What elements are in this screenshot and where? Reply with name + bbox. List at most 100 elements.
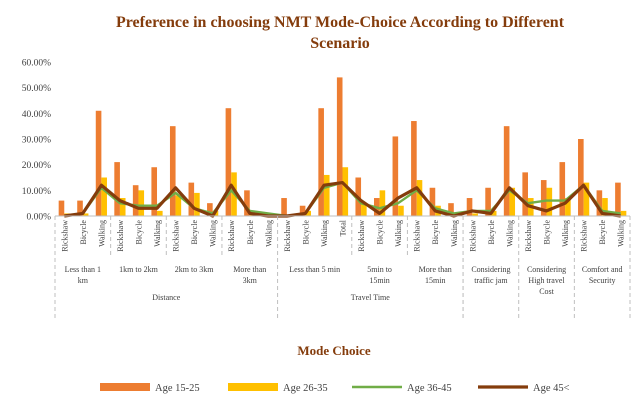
category-label: Walking: [561, 220, 570, 247]
category-label: Walking: [505, 220, 514, 247]
x-axis: Rickshaw Bicycle Walking Rickshaw Bicycle Wal…: [54, 215, 631, 318]
legend-label: Age 26-35: [283, 383, 328, 394]
bar-age-26-35: [472, 213, 478, 216]
category-label: Rickshaw: [116, 220, 125, 252]
bar-age-26-35: [342, 167, 349, 216]
category-label: Rickshaw: [60, 220, 69, 252]
category-label: Rickshaw: [468, 220, 477, 252]
category-label: Rickshaw: [283, 220, 292, 252]
bar-age-15-25: [151, 167, 158, 216]
category-label: Bicycle: [431, 220, 440, 245]
bar-age-15-25: [522, 172, 528, 216]
category-label: Walking: [264, 220, 273, 247]
y-tick-label: 10.00%: [22, 187, 51, 197]
subgroup-label: More than 15min: [419, 265, 452, 285]
y-tick-label: 0.00%: [26, 213, 51, 223]
bar-age-15-25: [207, 203, 213, 216]
bar-age-15-25: [188, 182, 195, 216]
y-axis: 0.00% 10.00% 20.00% 30.00% 40.00% 50.00% 60.00…: [22, 59, 51, 223]
category-label: Rickshaw: [357, 220, 366, 252]
category-label: Bicycle: [376, 220, 385, 245]
bars: [58, 77, 627, 217]
category-label: Total: [339, 219, 348, 236]
category-label: Walking: [153, 220, 162, 247]
category-label: Rickshaw: [580, 220, 589, 252]
bar-age-26-35: [602, 198, 608, 216]
bar-age-15-25: [225, 108, 232, 216]
subgroup-label: Less than 1 km: [65, 265, 101, 285]
bar-age-15-25: [466, 198, 473, 216]
bar-age-26-35: [583, 182, 590, 216]
bar-age-26-35: [305, 210, 312, 216]
legend-label: Age 36-45: [407, 383, 452, 394]
category-label: Bicycle: [134, 220, 143, 245]
category-label: Bicycle: [246, 220, 255, 245]
bar-age-15-25: [448, 203, 454, 216]
category-label: Rickshaw: [227, 220, 236, 252]
legend-label: Age 15-25: [155, 383, 200, 394]
bar-age-26-35: [416, 180, 423, 216]
line-age-45-: [64, 181, 621, 218]
bar-age-26-35: [490, 210, 497, 216]
bar-age-26-35: [194, 192, 200, 216]
y-tick-label: 60.00%: [22, 59, 51, 69]
bar-age-26-35: [398, 205, 404, 216]
bar-age-15-25: [169, 126, 176, 216]
category-label: Rickshaw: [413, 220, 422, 252]
subgroup-label: 1km to 2km: [119, 265, 158, 274]
y-tick-label: 30.00%: [22, 136, 51, 146]
category-label: Walking: [450, 220, 459, 247]
group-label: Distance: [152, 293, 180, 302]
subgroup-label: Less than 5 min: [289, 265, 340, 274]
category-label: Rickshaw: [172, 220, 181, 252]
x-axis-title: Mode Choice: [297, 343, 371, 358]
y-tick-label: 50.00%: [22, 84, 51, 94]
bar-age-26-35: [509, 187, 516, 216]
category-label: Rickshaw: [524, 220, 533, 252]
category-label: Walking: [209, 220, 218, 247]
category-label: Bicycle: [543, 220, 552, 245]
category-label: Walking: [394, 220, 403, 247]
category-label: Walking: [97, 220, 106, 247]
bar-age-15-25: [132, 185, 139, 216]
bar-age-26-35: [175, 195, 182, 216]
bar-age-15-25: [578, 139, 584, 216]
bar-age-15-25: [318, 108, 324, 216]
bar-age-15-25: [485, 187, 491, 216]
category-label: Walking: [320, 220, 329, 247]
subgroup-label: Comfort and Security: [582, 265, 623, 285]
bar-age-26-35: [119, 198, 126, 216]
chart-title-line2: Scenario: [310, 35, 370, 52]
bar-age-26-35: [620, 210, 627, 216]
group-label: Travel Time: [351, 293, 391, 302]
bar-age-15-25: [559, 162, 566, 216]
bar-age-15-25: [615, 182, 621, 216]
bar-age-15-25: [299, 205, 306, 216]
bar-age-15-25: [336, 77, 343, 217]
y-tick-label: 40.00%: [22, 110, 51, 120]
bar-age-15-25: [503, 126, 510, 216]
subgroup-label: Considering traffic jam: [471, 265, 510, 285]
subgroup-label: Considering High travel Cost: [527, 265, 566, 296]
bar-age-15-25: [114, 162, 120, 216]
bar-age-26-35: [101, 177, 107, 216]
chart-title-line1: Preference in choosing NMT Mode-Choice A…: [116, 14, 565, 31]
legend-swatch: [228, 383, 278, 391]
category-label: Bicycle: [190, 220, 199, 245]
subgroup-label: 2km to 3km: [175, 265, 214, 274]
bar-age-15-25: [392, 136, 399, 216]
bar-age-15-25: [429, 187, 436, 216]
bar-age-15-25: [58, 200, 65, 216]
category-label: Bicycle: [301, 220, 310, 245]
bar-age-15-25: [596, 190, 603, 216]
bar-age-15-25: [244, 190, 250, 216]
category-label: Bicycle: [79, 220, 88, 245]
category-label: Bicycle: [487, 220, 496, 245]
bar-age-15-25: [77, 200, 83, 216]
legend-label: Age 45<: [533, 383, 570, 394]
bar-age-26-35: [138, 190, 145, 216]
legend-swatch: [100, 383, 150, 391]
bar-age-15-25: [281, 198, 287, 216]
bar-age-26-35: [379, 190, 386, 216]
